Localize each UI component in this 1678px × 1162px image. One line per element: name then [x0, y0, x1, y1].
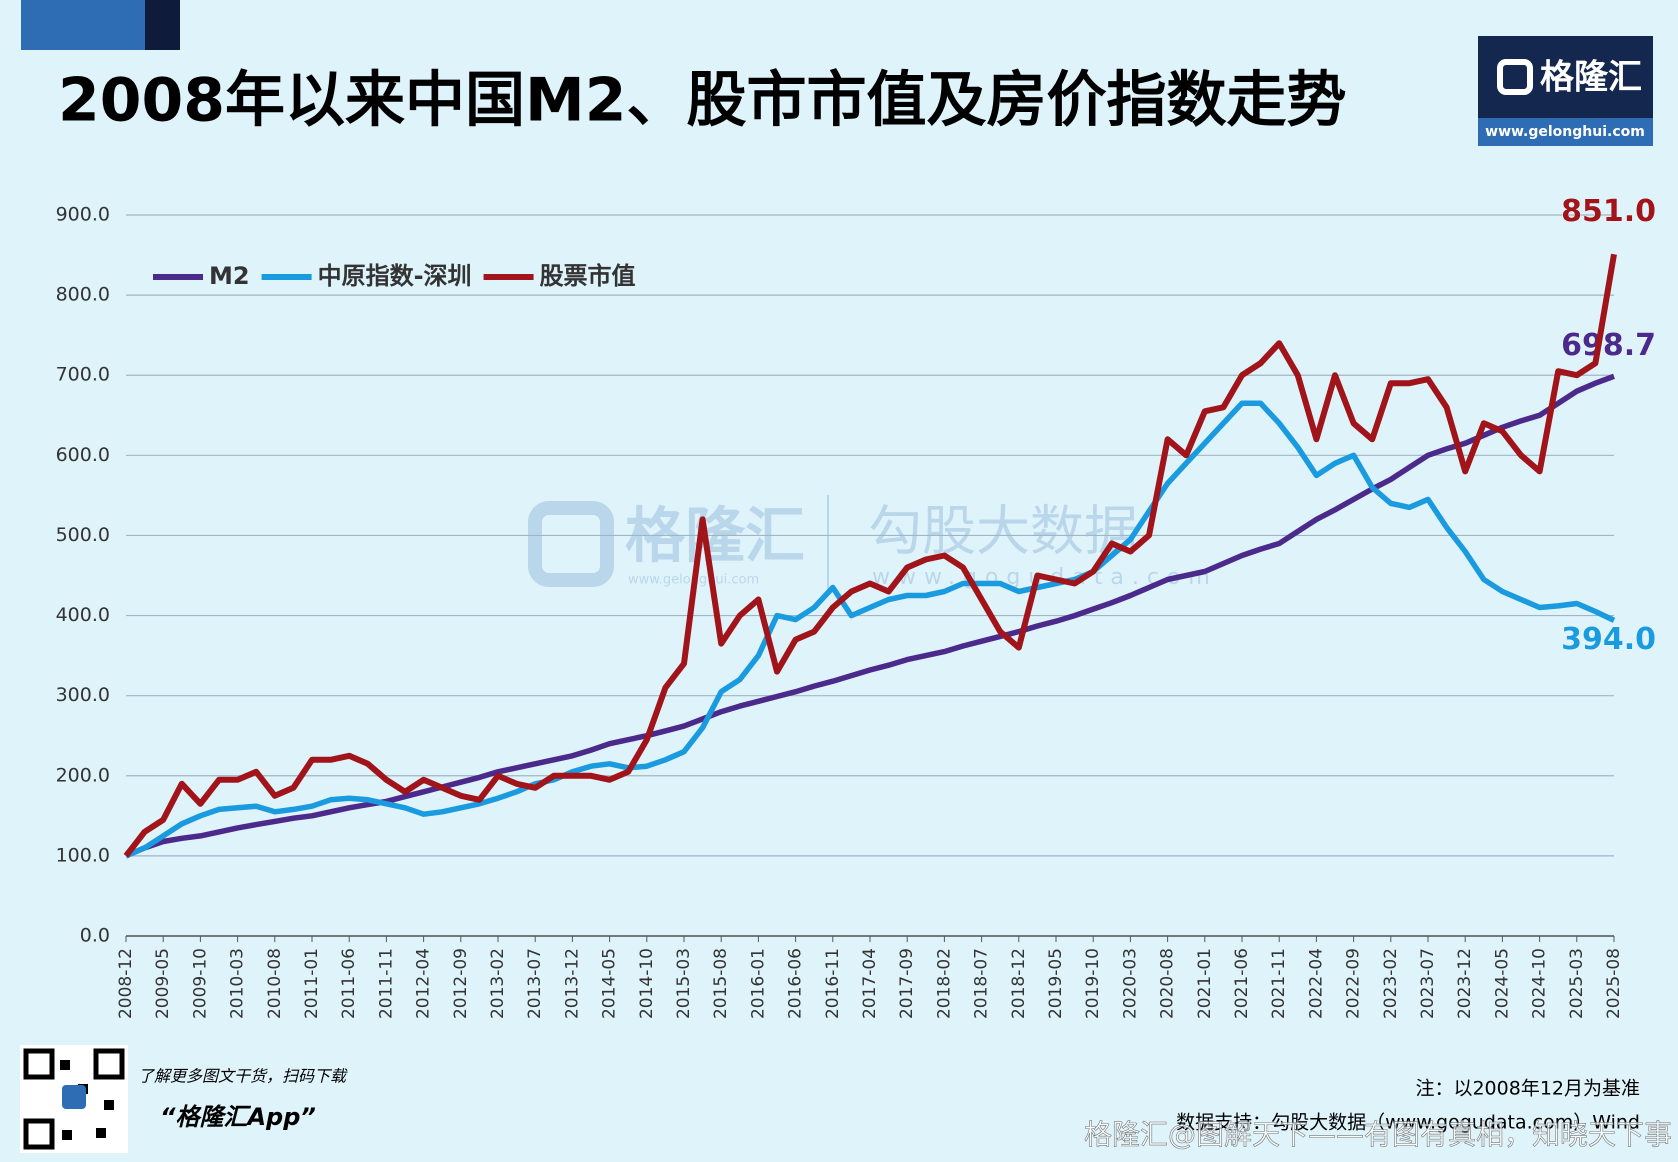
logo-icon: [1497, 59, 1533, 95]
x-tick-label: 2013-02: [488, 948, 508, 1019]
y-tick-label: 200.0: [56, 764, 110, 786]
watermark-text: 勾股大数据: [868, 500, 1138, 563]
x-tick-label: 2019-05: [1046, 948, 1066, 1019]
y-tick-label: 0.0: [80, 925, 110, 947]
note: 注：以2008年12月为基准: [1415, 1078, 1640, 1100]
end-label: 851.0: [1561, 194, 1656, 229]
y-tick-label: 300.0: [56, 684, 110, 706]
qr-finder: [23, 1118, 55, 1150]
x-tick-label: 2021-06: [1232, 948, 1252, 1019]
x-tick-label: 2014-05: [600, 948, 620, 1019]
logo-band: [1478, 118, 1653, 146]
qr-dot: [60, 1060, 70, 1070]
legend-label: M2: [209, 262, 250, 290]
y-tick-label: 600.0: [56, 444, 110, 466]
x-tick-label: 2009-10: [190, 948, 210, 1019]
x-tick-label: 2014-10: [637, 948, 657, 1019]
x-tick-label: 2017-09: [897, 948, 917, 1019]
x-tick-label: 2010-03: [228, 948, 248, 1019]
x-tick-label: 2009-05: [153, 948, 173, 1019]
x-tick-label: 2018-12: [1009, 948, 1029, 1019]
watermark-icon: [528, 501, 614, 587]
series-line: [124, 400, 1616, 859]
x-tick-label: 2020-03: [1120, 948, 1140, 1019]
x-tick-label: 2020-08: [1158, 948, 1178, 1019]
qr-finder: [93, 1048, 125, 1080]
x-tick-label: 2018-02: [934, 948, 954, 1019]
x-tick-label: 2022-04: [1306, 948, 1326, 1019]
qr-logo: [62, 1085, 86, 1109]
qr-caption: 了解更多图文干货，扫码下载: [138, 1067, 348, 1086]
x-tick-label: 2013-12: [562, 948, 582, 1019]
credit: 格隆汇@图解天下——有图有真相，知晓天下事: [1084, 1118, 1672, 1151]
end-label: 698.7: [1561, 328, 1656, 363]
x-tick-label: 2016-11: [823, 948, 843, 1019]
legend-label: 中原指数-深圳: [318, 262, 472, 290]
x-tick-label: 2023-07: [1418, 948, 1438, 1019]
y-tick-label: 400.0: [56, 604, 110, 626]
x-tick-label: 2025-08: [1604, 948, 1624, 1019]
x-tick-label: 2008-12: [116, 948, 136, 1019]
x-tick-label: 2018-07: [972, 948, 992, 1019]
title: 2008年以来中国M2、股市市值及房价指数走势: [58, 66, 1346, 136]
y-tick-label: 900.0: [56, 204, 110, 226]
source: 数据支持：勾股大数据（www.gogudata.com）Wind: [1176, 1112, 1640, 1134]
x-tick-label: 2021-01: [1195, 948, 1215, 1019]
corner-block: [145, 0, 180, 50]
x-tick-label: 2011-06: [339, 948, 359, 1019]
y-tick-label: 700.0: [56, 364, 110, 386]
qr-dot: [104, 1100, 114, 1110]
x-tick-label: 2021-11: [1269, 948, 1289, 1019]
x-tick-label: 2022-09: [1344, 948, 1364, 1019]
end-label: 394.0: [1561, 622, 1656, 657]
corner-block: [21, 0, 145, 50]
x-tick-label: 2011-11: [376, 948, 396, 1019]
app-name: “格隆汇App”: [160, 1103, 316, 1131]
x-tick-label: 2010-08: [265, 948, 285, 1019]
x-tick-label: 2023-12: [1455, 948, 1475, 1019]
logo-text: 格隆汇: [1540, 58, 1642, 98]
series-line: [123, 253, 1617, 858]
x-tick-label: 2023-02: [1381, 948, 1401, 1019]
x-tick-label: 2016-01: [748, 948, 768, 1019]
x-tick-label: 2015-08: [711, 948, 731, 1019]
x-tick-label: 2015-03: [674, 948, 694, 1019]
x-tick-label: 2025-03: [1567, 948, 1587, 1019]
logo-url: www.gelonghui.com: [1485, 124, 1645, 140]
y-tick-label: 500.0: [56, 524, 110, 546]
watermark-text: 格隆汇: [625, 502, 805, 572]
x-tick-label: 2013-07: [525, 948, 545, 1019]
x-tick-label: 2012-04: [414, 948, 434, 1019]
qr-code: [20, 1045, 128, 1153]
x-tick-label: 2024-05: [1492, 948, 1512, 1019]
qr-finder: [23, 1048, 55, 1080]
x-tick-label: 2017-04: [860, 948, 880, 1019]
qr-dot: [96, 1128, 106, 1138]
legend-label: 股票市值: [540, 262, 636, 290]
y-tick-label: 800.0: [56, 284, 110, 306]
y-tick-label: 100.0: [56, 844, 110, 866]
x-tick-label: 2024-10: [1530, 948, 1550, 1019]
qr-dot: [62, 1130, 72, 1140]
x-tick-label: 2011-01: [302, 948, 322, 1019]
x-tick-label: 2016-06: [786, 948, 806, 1019]
x-tick-label: 2012-09: [451, 948, 471, 1019]
x-tick-label: 2019-10: [1083, 948, 1103, 1019]
